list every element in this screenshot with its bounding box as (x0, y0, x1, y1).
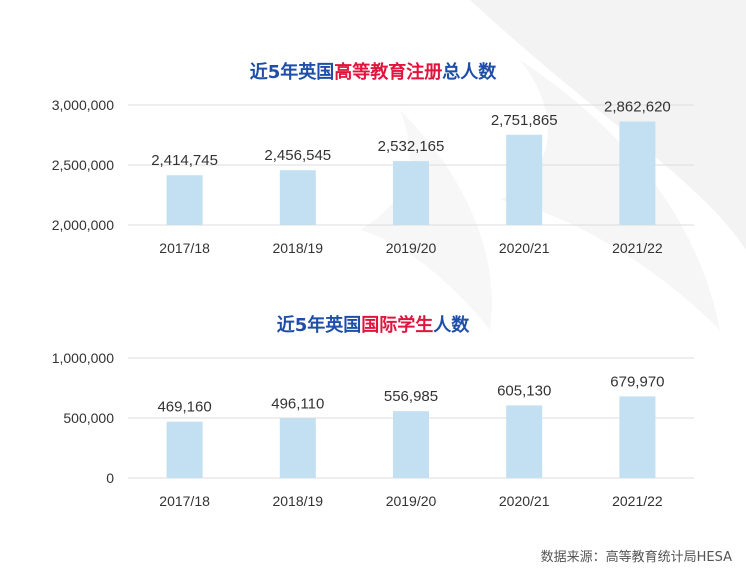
bar (506, 134, 543, 225)
chart-title-international-students: 近5年英国国际学生人数 (0, 311, 746, 337)
bar (166, 421, 203, 478)
y-tick-label: 2,500,000 (52, 157, 114, 173)
data-label: 469,160 (157, 399, 211, 416)
title-part-suffix: 人数 (433, 315, 470, 336)
international-students-bar-chart: 0 500,000 1,000,000 469,160 2017/18 496,110 20… (52, 350, 694, 509)
data-label: 2,751,865 (491, 112, 558, 129)
bar (619, 121, 656, 225)
data-label: 496,110 (271, 395, 324, 412)
x-tick-label: 2021/22 (612, 493, 663, 509)
source-note: 数据来源：高等教育统计局HESA (540, 550, 732, 565)
total-enrolment-bar-chart: 2,000,000 2,500,000 3,000,000 2,414,745 2017… (52, 97, 694, 256)
data-label: 556,985 (384, 388, 438, 405)
data-label: 2,414,745 (151, 152, 218, 169)
x-tick-label: 2019/20 (386, 493, 437, 509)
x-tick-label: 2020/21 (499, 493, 550, 509)
x-tick-label: 2019/20 (386, 240, 437, 256)
data-label: 2,862,620 (604, 98, 671, 115)
y-tick-label: 1,000,000 (52, 350, 114, 366)
data-label: 605,130 (497, 382, 551, 399)
bar (506, 405, 543, 478)
title-part-prefix: 近5年英国 (276, 315, 362, 336)
bar (619, 396, 656, 478)
bar (393, 411, 429, 478)
title-part-prefix: 近5年英国 (249, 62, 335, 83)
x-tick-label: 2017/18 (159, 240, 210, 256)
title-part-highlight: 高等教育注册 (334, 62, 443, 83)
y-tick-label: 2,000,000 (52, 217, 114, 233)
data-label: 679,970 (610, 373, 664, 390)
bar (279, 418, 316, 478)
bar (393, 161, 429, 225)
title-part-suffix: 总人数 (442, 62, 497, 83)
y-tick-label: 500,000 (63, 410, 114, 426)
x-tick-label: 2020/21 (499, 240, 550, 256)
title-part-highlight: 国际学生 (361, 315, 434, 336)
bar (166, 175, 203, 225)
bar (279, 170, 316, 225)
y-tick-label: 0 (106, 470, 114, 486)
data-label: 2,456,545 (264, 147, 331, 164)
x-tick-label: 2018/19 (272, 493, 323, 509)
data-label: 2,532,165 (378, 138, 445, 155)
x-tick-label: 2018/19 (272, 240, 323, 256)
x-tick-label: 2021/22 (612, 240, 663, 256)
x-tick-label: 2017/18 (159, 493, 210, 509)
y-tick-label: 3,000,000 (52, 97, 114, 113)
chart-title-total-enrolment: 近5年英国高等教育注册总人数 (0, 58, 746, 84)
